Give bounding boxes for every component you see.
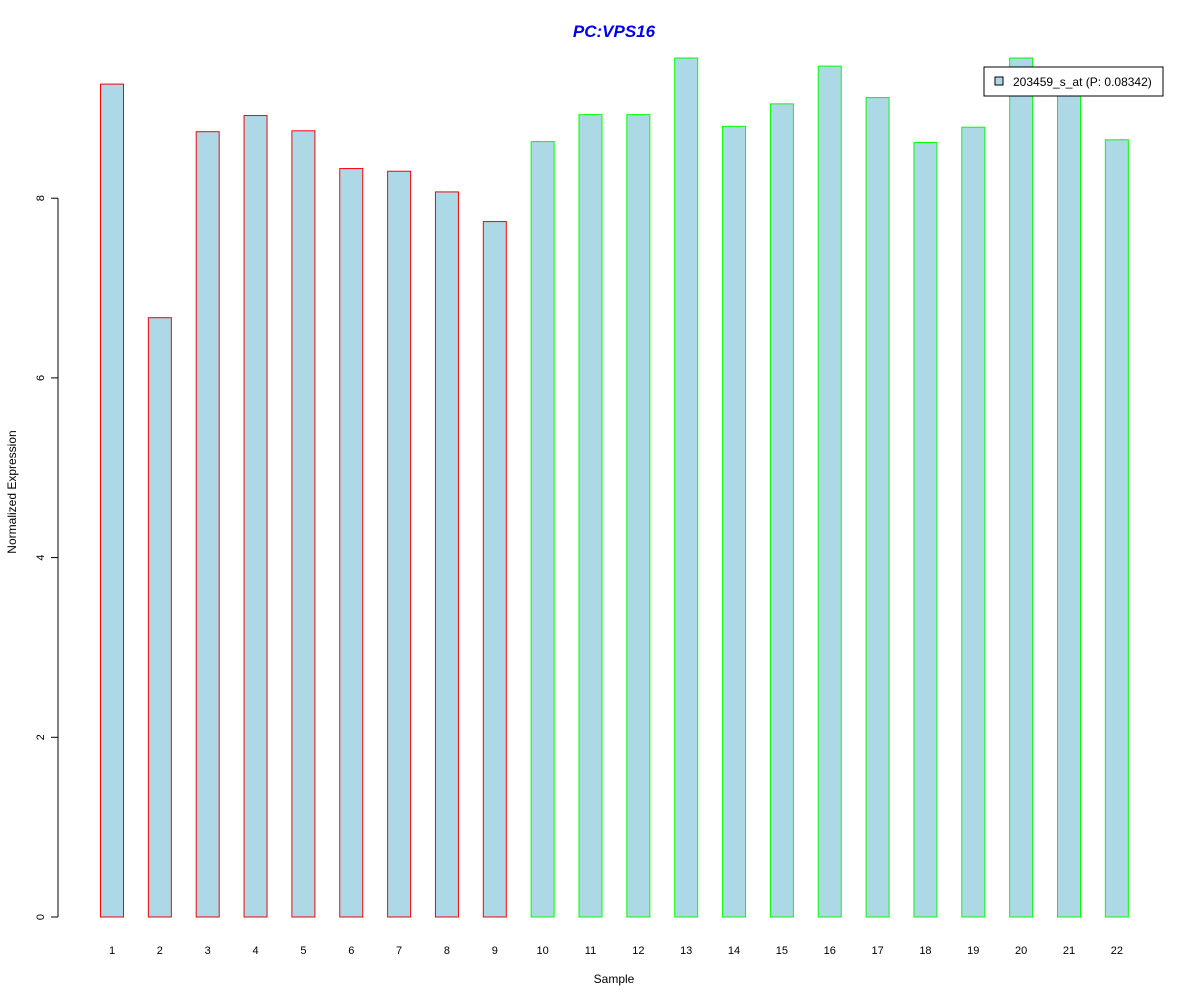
bar-sample-14 — [723, 126, 746, 917]
bar-sample-9 — [483, 222, 506, 917]
x-tick-label: 8 — [444, 945, 450, 957]
x-tick-label: 2 — [157, 945, 163, 957]
bar-sample-11 — [579, 115, 602, 917]
y-axis-label: Normalized Expression — [5, 430, 19, 553]
x-tick-label: 17 — [871, 945, 883, 957]
bar-sample-21 — [1058, 90, 1081, 917]
bar-sample-19 — [962, 127, 985, 917]
bar-sample-4 — [244, 116, 267, 917]
x-tick-label: 21 — [1063, 945, 1075, 957]
x-tick-label: 7 — [396, 945, 402, 957]
bar-sample-17 — [866, 98, 889, 917]
x-tick-label: 12 — [632, 945, 644, 957]
bar-sample-20 — [1010, 58, 1033, 917]
bar-sample-2 — [148, 318, 171, 917]
bar-sample-16 — [818, 66, 841, 917]
bar-sample-3 — [196, 132, 219, 917]
x-tick-label: 5 — [300, 945, 306, 957]
x-tick-label: 11 — [585, 945, 596, 957]
legend-swatch — [995, 77, 1003, 85]
y-axis: 0 2 4 6 8 — [35, 195, 58, 920]
x-tick-label: 18 — [919, 945, 931, 957]
x-tick-label: 6 — [348, 945, 354, 957]
x-tick-label: 1 — [109, 945, 115, 957]
y-tick-label: 4 — [35, 555, 47, 561]
chart-title: PC:VPS16 — [573, 22, 656, 41]
bar-sample-15 — [770, 104, 793, 917]
x-tick-labels: 1 2 3 4 5 6 7 8 9 10 11 12 13 14 15 16 17 18 19 20 21 22 — [109, 945, 1123, 957]
x-tick-label: 14 — [728, 945, 740, 957]
bar-sample-10 — [531, 142, 554, 917]
bar-sample-6 — [340, 169, 363, 917]
x-tick-label: 16 — [824, 945, 836, 957]
y-tick-label: 0 — [35, 914, 47, 920]
bar-sample-12 — [627, 115, 650, 917]
bar-sample-8 — [435, 192, 458, 917]
bar-sample-22 — [1105, 140, 1128, 917]
y-tick-label: 6 — [35, 375, 47, 381]
legend-label: 203459_s_at (P: 0.08342) — [1013, 75, 1152, 89]
bar-sample-7 — [388, 171, 411, 917]
bar-sample-13 — [675, 58, 698, 917]
x-tick-label: 13 — [680, 945, 692, 957]
x-tick-label: 3 — [205, 945, 211, 957]
y-tick-label: 8 — [35, 195, 47, 201]
x-tick-label: 20 — [1015, 945, 1027, 957]
x-tick-label: 9 — [492, 945, 498, 957]
x-tick-label: 4 — [252, 945, 258, 957]
bar-sample-5 — [292, 131, 315, 917]
x-tick-label: 15 — [776, 945, 788, 957]
x-tick-label: 10 — [537, 945, 549, 957]
y-tick-label: 2 — [35, 734, 47, 740]
bars-group — [101, 58, 1129, 917]
bar-sample-1 — [101, 84, 124, 917]
x-tick-label: 22 — [1111, 945, 1123, 957]
x-axis-label: Sample — [594, 972, 635, 986]
legend: 203459_s_at (P: 0.08342) — [984, 67, 1163, 96]
x-tick-label: 19 — [967, 945, 979, 957]
bar-sample-18 — [914, 142, 937, 917]
